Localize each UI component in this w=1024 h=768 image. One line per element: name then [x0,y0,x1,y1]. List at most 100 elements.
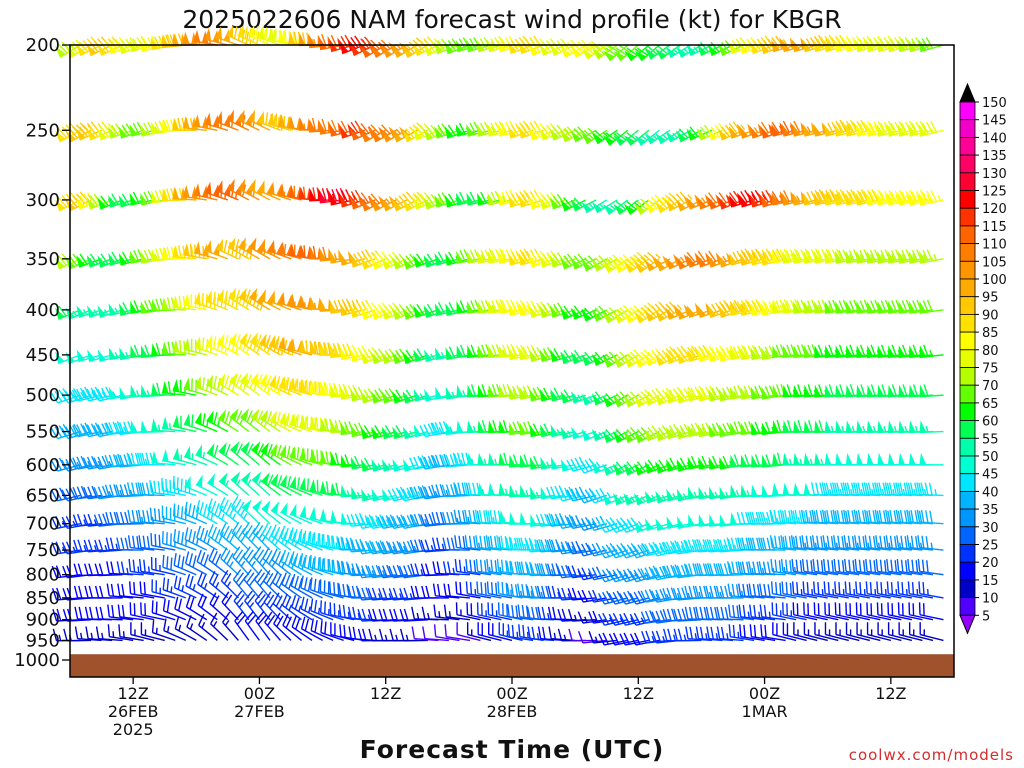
wind-barb-pennant [412,44,423,56]
wind-barb-half-feather [217,420,220,427]
wind-barb-half-feather [610,204,616,210]
wind-barb-pennant [228,237,236,251]
wind-barb [204,181,229,201]
wind-barb-feather [262,29,267,43]
wind-barb-half-feather [437,127,443,134]
wind-barb-feather [860,189,868,201]
wind-barb-pennant [666,516,674,529]
wind-barb-pennant [339,253,348,266]
wind-barb-pennant [213,184,220,198]
wind-barb-feather [740,191,748,203]
wind-barb-feather [435,511,441,525]
wind-barb-feather [519,191,527,203]
wind-barb-feather [213,412,218,425]
wind-barb-feather [79,195,88,207]
wind-barb-pennant [216,238,224,252]
wind-barb-half-feather [331,193,335,201]
wind-barb-feather [782,120,790,133]
wind-barb-pennant [519,512,527,525]
wind-barb [278,241,302,260]
wind-barb-pennant [675,46,687,58]
wind-barb-pennant [686,128,697,141]
wind-barb-feather [911,122,919,135]
wind-barb-feather [121,193,130,205]
wind-barb-pennant [319,37,327,50]
wind-barb-feather [89,41,99,53]
wind-barb-feather [156,382,161,396]
wind-barb-feather [89,253,99,265]
wind-barb-feather [127,509,131,523]
wind-barb-feather [626,47,638,56]
wind-barb-pennant [739,126,749,139]
wind-barb [591,199,618,214]
wind-barb [918,120,944,137]
wind-barb [919,249,944,264]
wind-barb-staff [238,246,260,260]
wind-barb-pennant [130,420,137,433]
wind-barb-feather [783,190,790,202]
wind-barb-feather [849,119,857,132]
wind-barb-pennant [550,456,559,469]
wind-barb-feather [166,188,171,201]
wind-barb-pennant [919,420,927,433]
wind-barb-feather [777,510,782,523]
wind-barb-feather [370,193,380,204]
wind-barb-feather [501,191,508,204]
wind-barb-feather [321,118,327,131]
wind-barb-half-feather [651,134,658,140]
wind-barb-feather [498,120,506,133]
wind-barb-feather [132,535,136,549]
wind-barb-feather [213,376,218,389]
wind-barb-feather [468,510,472,523]
wind-barb-half-feather [221,513,225,520]
wind-barb-pennant [898,345,906,358]
wind-barb-feather [750,191,759,203]
wind-barb-pennant [193,29,201,43]
wind-barb-feather [893,510,898,523]
wind-barb [86,253,113,268]
wind-barb-pennant [761,484,769,497]
wind-barb-feather [500,122,509,135]
wind-barb-pennant [488,345,495,358]
wind-barb-pennant [466,420,474,433]
wind-barb-feather [136,536,140,549]
wind-barb-feather [426,195,435,207]
wind-barb-pennant [771,124,780,137]
wind-barb-feather [839,189,847,201]
wind-barb-pennant [487,192,496,205]
wind-barb-pennant [623,203,636,215]
wind-barb-feather [167,381,171,394]
wind-barb-feather [798,510,803,523]
wind-barb-pennant [528,197,539,209]
wind-barb-feather [464,509,468,523]
wind-barb-feather [167,341,171,354]
wind-barb-pennant [707,44,718,56]
wind-barb-pennant [118,253,127,266]
wind-barb-half-feather [820,458,824,465]
wind-barb-pennant [140,250,148,264]
wind-barb-feather [805,38,814,50]
wind-barb-half-feather [701,197,706,204]
wind-barb-feather [920,510,925,523]
wind-barb-feather [176,504,180,518]
wind-barb-feather [858,122,866,135]
wind-barb-feather [199,501,204,515]
chart-title: 2025022606 NAM forecast wind profile (kt… [182,5,841,34]
wind-barb-feather [416,195,425,207]
wind-barb-pennant [319,299,327,312]
wind-barb-pennant [381,199,392,211]
wind-barb-feather [904,510,908,523]
terrain-ground [70,654,954,677]
wind-barb-feather [437,124,446,136]
wind-barb-feather [469,191,477,204]
wind-barb-feather [188,529,193,542]
wind-barb-pennant [212,29,220,43]
wind-barb-pennant [772,482,779,495]
wind-barb-half-feather [602,131,609,138]
wind-barb-half-feather [606,491,611,498]
wind-barb-feather [521,193,530,205]
wind-barb-pennant [665,130,676,142]
wind-barb-pennant [309,449,317,462]
wind-barb-feather [573,128,584,139]
wind-barb-feather [180,478,183,491]
